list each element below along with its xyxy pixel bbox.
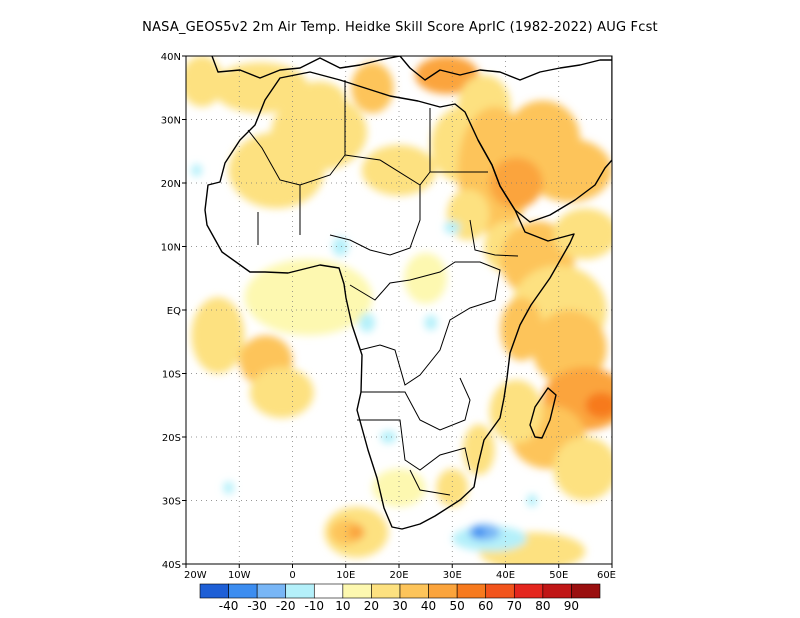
colorbar-label: 50 (450, 599, 465, 613)
plot-area (185, 55, 613, 565)
lat-tick-label: 40N (161, 52, 181, 63)
skill-region-40 (359, 313, 376, 333)
colorbar-label: 60 (478, 599, 493, 613)
skill-region-26 (585, 392, 612, 418)
lon-tick-label: 50E (549, 570, 568, 581)
skill-region-3 (249, 367, 314, 418)
skill-shading (186, 56, 612, 564)
colorbar-label: -30 (247, 599, 267, 613)
skill-region-47 (223, 481, 234, 495)
colorbar-label: 30 (392, 599, 407, 613)
colorbar-swatch (513, 583, 544, 599)
borders-southern-africa (357, 377, 471, 496)
coastline-africa (204, 71, 575, 530)
colorbar-swatch (485, 583, 515, 599)
colorbar-swatch (571, 583, 601, 599)
skill-region-28 (553, 437, 612, 501)
lat-tick-label: 30N (161, 116, 181, 127)
skill-region-9 (351, 62, 394, 114)
colorbar-swatch (199, 583, 229, 599)
skill-region-32 (348, 524, 365, 540)
skill-region-8 (228, 132, 325, 209)
colorbar-swatch (313, 583, 344, 599)
lon-tick-label: 40E (496, 570, 515, 581)
map-title: NASA_GEOS5v2 2m Air Temp. Heidke Skill S… (142, 20, 658, 35)
coastlines (204, 56, 612, 530)
colorbar: -40 -30 -20 -10 10 20 30 40 50 60 70 80 90 (199, 583, 601, 613)
skill-region-35 (372, 468, 426, 507)
lat-tick-label: 30S (162, 497, 181, 508)
skill-region-10 (414, 56, 479, 95)
colorbar-label: 90 (564, 599, 579, 613)
borders-north-africa (247, 80, 488, 256)
skill-region-1 (191, 297, 245, 374)
lon-tick-label: 20E (389, 570, 408, 581)
skill-region-45 (472, 527, 486, 538)
colorbar-label: 70 (507, 599, 522, 613)
colorbar-label: -10 (304, 599, 324, 613)
skill-region-37 (404, 252, 447, 304)
colorbar-label: 40 (421, 599, 436, 613)
colorbar-swatch (342, 583, 372, 599)
latitude-axis: 40N 30N 20N 10N EQ 10S 20S 30S 40S (161, 52, 186, 571)
skill-region-48 (526, 494, 538, 507)
colorbar-swatch (256, 583, 287, 599)
lon-tick-label: 20W (184, 570, 207, 581)
lon-tick-label: 60E (597, 570, 616, 581)
skill-region-17 (361, 144, 437, 196)
skill-region-21 (553, 208, 612, 260)
lat-tick-label: 40S (162, 560, 181, 571)
colorbar-swatch (399, 583, 429, 599)
colorbar-swatch (456, 583, 487, 599)
skill-region-23 (500, 297, 543, 361)
lat-tick-label: EQ (167, 306, 181, 317)
skill-region-38 (332, 236, 349, 257)
skill-region-33 (436, 468, 469, 507)
lon-tick-label: 30E (443, 570, 462, 581)
colorbar-swatch (542, 583, 572, 599)
lat-tick-label: 20N (161, 179, 181, 190)
colorbar-swatch (371, 583, 401, 599)
skill-region-41 (424, 315, 438, 331)
colorbar-label: -40 (219, 599, 239, 613)
skill-region-4 (186, 56, 224, 107)
colorbar-label: 10 (335, 599, 350, 613)
lat-tick-label: 20S (162, 433, 181, 444)
skill-region-0 (244, 259, 373, 336)
skill-region-24 (532, 310, 607, 387)
lon-tick-label: 10E (336, 570, 355, 581)
colorbar-swatch (228, 583, 258, 599)
colorbar-label: 80 (535, 599, 550, 613)
longitude-axis: 20W 10W 0 10E 20E 30E 40E 50E 60E (184, 564, 616, 581)
lon-tick-label: 10W (228, 570, 251, 581)
skill-region-46 (191, 163, 202, 177)
skill-region-15 (526, 138, 612, 203)
coastline-mediterranean-north (399, 56, 612, 81)
coastline-madagascar (529, 387, 557, 439)
lon-tick-label: 0 (289, 570, 295, 581)
lat-tick-label: 10S (162, 370, 181, 381)
coastline-europe (211, 56, 401, 79)
skill-region-42 (380, 430, 397, 444)
country-borders (247, 80, 519, 496)
skill-region-39 (444, 221, 461, 234)
skill-region-29 (489, 379, 543, 444)
colorbar-label: 20 (364, 599, 379, 613)
skill-region-5 (212, 62, 309, 114)
colorbar-label: -20 (276, 599, 296, 613)
colorbar-swatch (285, 583, 315, 599)
lat-tick-label: 10N (161, 243, 181, 254)
colorbar-swatch (428, 583, 458, 599)
borders-central-africa (349, 219, 519, 386)
coastline-arabia (477, 56, 612, 223)
